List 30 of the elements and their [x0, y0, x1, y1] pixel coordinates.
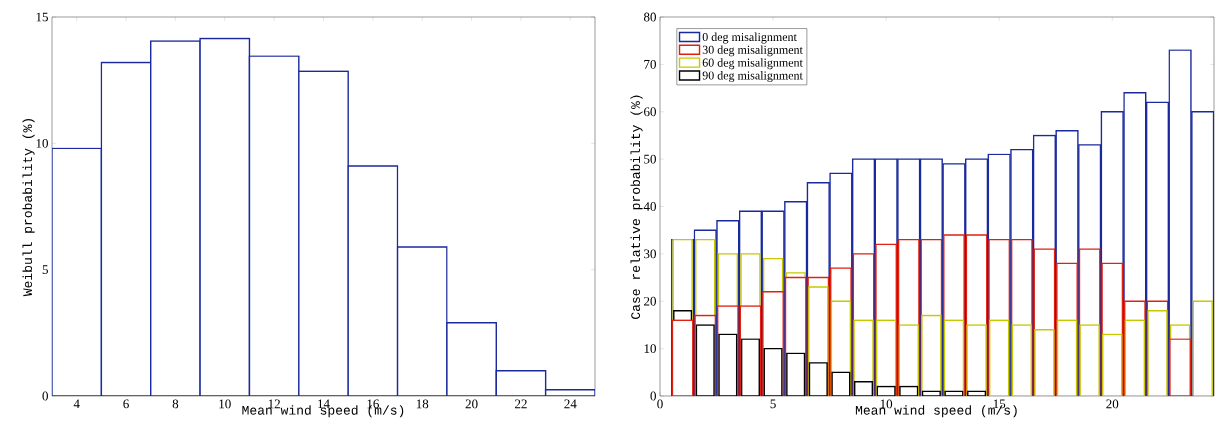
x-tick-label: 20: [465, 399, 478, 409]
y-tick-label: 0: [650, 391, 656, 401]
y-tick-label: 20: [644, 296, 656, 306]
y-axis-title: Weibull probability (%): [22, 119, 35, 297]
x-tick-label: 18: [416, 399, 429, 409]
legend-label: 60 deg misalignment: [702, 58, 803, 70]
y-tick-label: 50: [644, 154, 656, 164]
y-tick-label: 40: [643, 202, 656, 211]
x-tick-label: 10: [219, 399, 231, 409]
x-tick-label: 6: [123, 399, 129, 409]
y-tick-label: 70: [644, 60, 656, 69]
x-tick-label: 20: [1106, 399, 1119, 409]
x-tick-label: 24: [564, 399, 577, 409]
y-axis-title: Case relative probability (%): [630, 95, 643, 319]
x-tick-label: 5: [770, 399, 776, 409]
y-tick-label: 80: [643, 12, 656, 22]
x-tick-label: 8: [172, 399, 179, 409]
y-tick-label: 5: [42, 265, 48, 274]
x-tick-label: 0: [657, 399, 663, 409]
legend-label: 90 deg misalignment: [702, 71, 803, 82]
y-tick-label: 10: [36, 138, 48, 148]
legend-label: 30 deg misalignment: [702, 45, 803, 57]
x-tick-label: 22: [515, 399, 527, 409]
y-tick-label: 0: [42, 391, 48, 401]
y-tick-label: 30: [644, 249, 656, 259]
x-tick-label: 4: [73, 399, 80, 409]
y-tick-label: 10: [644, 344, 656, 354]
y-tick-label: 15: [36, 12, 48, 22]
legend-label: 0 deg misalignment: [702, 32, 797, 44]
y-tick-label: 60: [644, 107, 656, 117]
